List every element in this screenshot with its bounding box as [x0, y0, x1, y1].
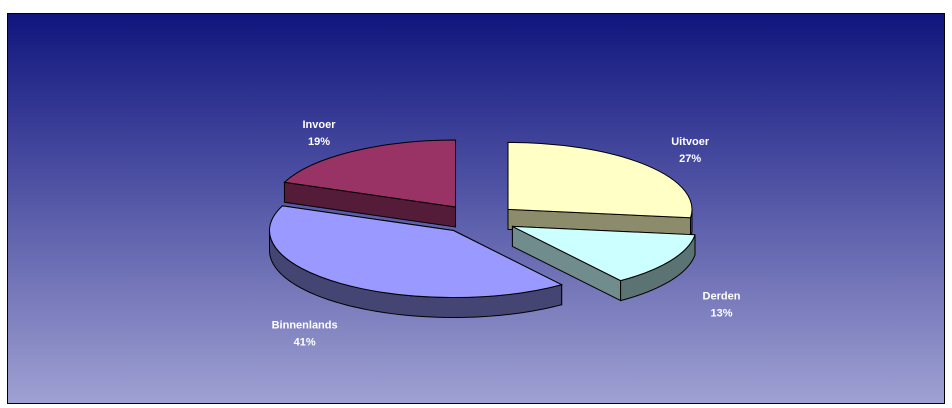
slice-top-invoer: [283, 139, 457, 208]
data-label-name: Invoer: [302, 119, 336, 131]
data-label-name: Derden: [703, 290, 741, 302]
data-label-percent: 19%: [308, 136, 330, 148]
data-label-invoer: Invoer 19%: [302, 119, 336, 148]
slices-layer: [268, 139, 696, 319]
slice-top-binnenlands: [268, 205, 564, 299]
labels-layer: Uitvoer 27% Derden 13% Binnenlands 41% Invoer 1…: [272, 119, 741, 349]
slice-binnenlands: [268, 205, 564, 319]
slice-top-uitvoer: [507, 141, 693, 219]
data-label-derden: Derden 13%: [703, 290, 741, 319]
slice-uitvoer: [507, 141, 693, 239]
slice-derden: [511, 225, 696, 302]
slice-invoer: [283, 139, 457, 228]
data-label-percent: 27%: [679, 153, 701, 165]
data-label-name: Uitvoer: [671, 136, 710, 148]
data-label-percent: 41%: [294, 336, 316, 348]
chart-frame: Uitvoer 27% Derden 13% Binnenlands 41% Invoer 1…: [7, 13, 945, 404]
slice-top-derden: [512, 225, 696, 282]
data-label-percent: 13%: [710, 307, 732, 319]
data-label-name: Binnenlands: [272, 319, 338, 331]
pie-chart: Uitvoer 27% Derden 13% Binnenlands 41% Invoer 1…: [8, 14, 944, 403]
data-label-uitvoer: Uitvoer 27%: [671, 136, 710, 165]
chart-background: [8, 14, 944, 403]
data-label-binnenlands: Binnenlands 41%: [272, 319, 338, 348]
